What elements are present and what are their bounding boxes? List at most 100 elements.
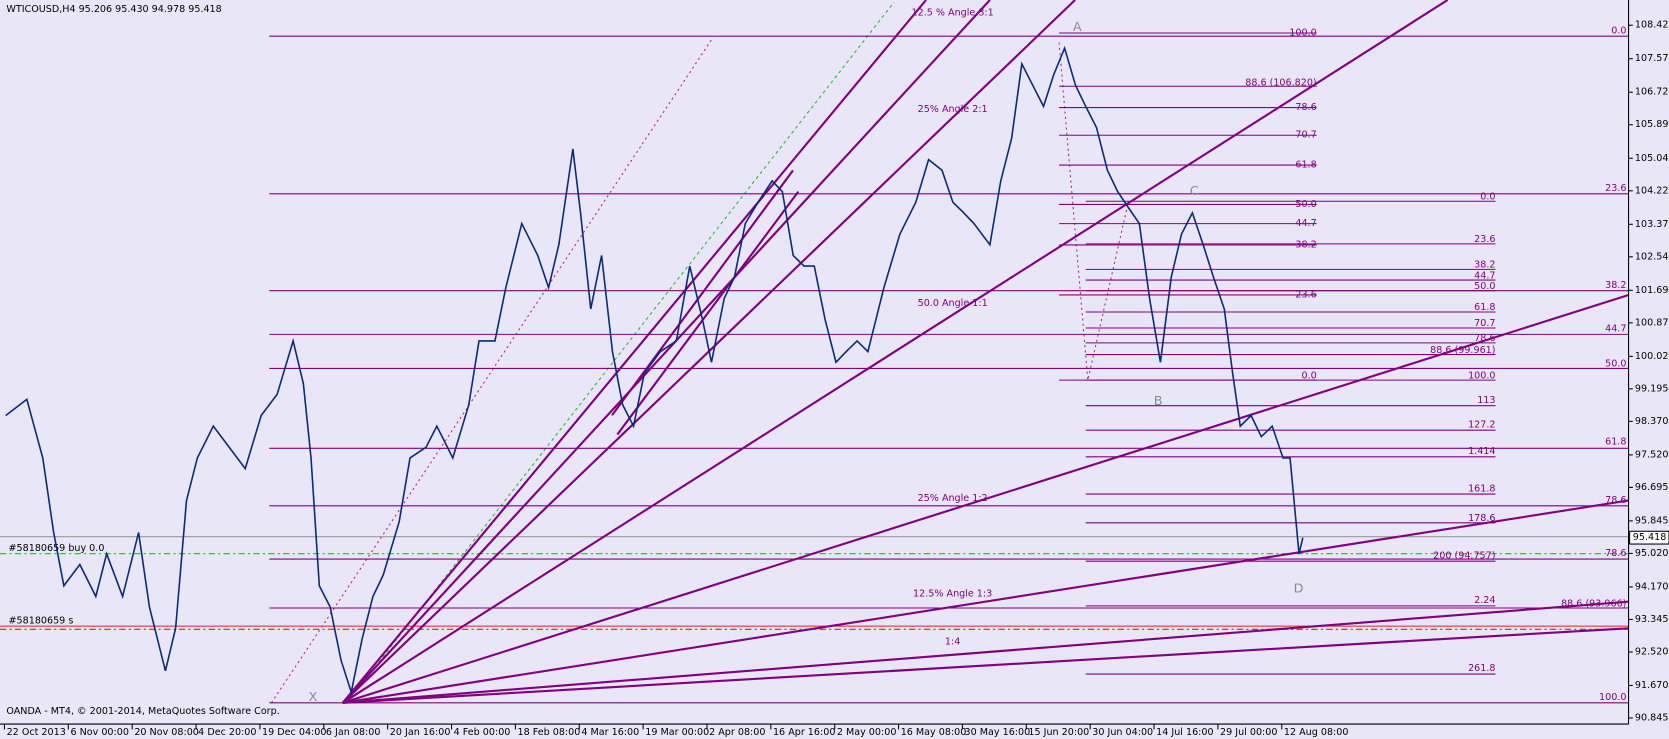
fib-label: 88.6 (99.961) (1430, 345, 1495, 356)
order-label: #58180659 s (9, 615, 74, 626)
x-tick-label: 4 Feb 00:00 (454, 727, 511, 738)
y-tick-label: 102.545 (1635, 251, 1669, 262)
fib-label: 88.6 (106.820) (1245, 78, 1316, 89)
fib-label: 70.7 (1474, 318, 1495, 329)
x-tick-label: 19 Mar 00:00 (645, 727, 709, 738)
fib-label: 0.0 (1611, 25, 1626, 36)
fib-label: 70.7 (1295, 130, 1316, 141)
y-tick-label: 98.370 (1635, 416, 1669, 427)
fib-label: 61.8 (1605, 436, 1626, 447)
y-tick-label: 101.695 (1635, 285, 1669, 296)
fib-label: 78.6 (1605, 548, 1626, 559)
y-tick-label: 108.420 (1635, 20, 1669, 31)
gann-label: 50.0 Angle 1:1 (918, 298, 988, 309)
fib-label: 161.8 (1468, 483, 1495, 494)
chart-title: WTICOUSD,H4 95.206 95.430 94.978 95.418 (6, 4, 221, 15)
x-tick-label: 15 Jun 20:00 (1028, 727, 1089, 738)
trend-line (350, 1, 895, 698)
x-tick-label: 14 Jul 16:00 (1156, 727, 1213, 738)
fib-label: 23.6 (1295, 289, 1316, 300)
gann-fan (341, 0, 1629, 704)
fib-label: 61.8 (1474, 302, 1495, 313)
x-tick-label: 22 Oct 2013 (7, 727, 66, 738)
x-tick-label: 20 Jan 16:00 (390, 727, 451, 738)
x-tick-label: 16 Apr 16:00 (773, 727, 835, 738)
y-tick-label: 94.170 (1635, 581, 1669, 592)
y-tick-label: 100.870 (1635, 317, 1669, 328)
x-tick-label: 18 Feb 08:00 (518, 727, 581, 738)
wave-label: D (1294, 581, 1304, 596)
fib-label: 61.8 (1295, 160, 1316, 171)
x-tick-label: 29 Jul 00:00 (1220, 727, 1277, 738)
y-tick-label: 97.520 (1635, 449, 1669, 460)
fib-label: 38.2 (1295, 239, 1316, 250)
wave-label: C (1190, 184, 1199, 199)
fib-label: 100.0 (1289, 28, 1316, 39)
fib-label: 44.7 (1295, 218, 1316, 229)
fib-label: 200 (94.757) (1433, 550, 1495, 561)
fib-label: 113 (1477, 395, 1495, 406)
fan-line (342, 0, 1449, 704)
x-tick-label: 30 May 16:00 (965, 727, 1031, 738)
y-tick-label: 99.195 (1635, 383, 1669, 394)
fib-label: 2.24 (1474, 595, 1495, 606)
y-tick-label: 90.845 (1635, 712, 1669, 723)
fib-label: 78.6 (1295, 102, 1316, 113)
channel-line (616, 191, 800, 436)
fan-line (342, 600, 1629, 704)
x-tick-label: 12 Aug 08:00 (1284, 727, 1349, 738)
y-tick-label: 103.370 (1635, 219, 1669, 230)
fib-label: 38.2 (1605, 280, 1626, 291)
fib-label: 50.0 (1295, 199, 1316, 210)
gann-label: 25% Angle 1:2 (918, 493, 988, 504)
fib-label: 44.7 (1605, 324, 1626, 335)
gann-label: 12.5% Angle 1:3 (913, 589, 992, 600)
x-tick-label: 2 Apr 08:00 (709, 727, 765, 738)
y-tick-label: 91.670 (1635, 680, 1669, 691)
fib-label: 44.7 (1474, 270, 1495, 281)
fan-line (342, 627, 1629, 704)
y-tick-label: 92.520 (1635, 646, 1669, 657)
x-tick-label: 4 Mar 16:00 (581, 727, 639, 738)
y-tick-label: 106.720 (1635, 87, 1669, 98)
gann-label: 12.5 % Angle 3:1 (912, 7, 994, 18)
y-tick-label: 100.020 (1635, 351, 1669, 362)
y-tick-label: 93.345 (1635, 614, 1669, 625)
fib-label: 0.0 (1301, 370, 1316, 381)
last-price-box (1629, 530, 1669, 545)
fib-label: 23.6 (1474, 234, 1495, 245)
x-tick-label: 6 Nov 00:00 (70, 727, 128, 738)
y-tick-label: 105.045 (1635, 153, 1669, 164)
trend-line (270, 36, 714, 704)
x-tick-label: 4 Dec 20:00 (198, 727, 256, 738)
y-tick-label: 104.220 (1635, 185, 1669, 196)
fib-label: 78.6 (1474, 333, 1495, 344)
fan-line (342, 293, 1629, 704)
copyright: OANDA - MT4, © 2001-2014, MetaQuotes Sof… (6, 706, 279, 717)
fib-label: 50.0 (1474, 281, 1495, 292)
gann-label: 25% Angle 2:1 (918, 104, 988, 115)
x-tick-label: 2 May 00:00 (837, 727, 897, 738)
gann-label: 1:4 (945, 637, 960, 648)
fan-line (341, 0, 991, 704)
fib-label: 127.2 (1468, 419, 1495, 430)
fib-label: 78.6 (1605, 495, 1626, 506)
y-tick-label: 95.020 (1635, 548, 1669, 559)
x-tick-label: 30 Jun 04:00 (1092, 727, 1153, 738)
x-tick-label: 19 Dec 04:00 (262, 727, 326, 738)
fib-label: 88.6 (93.966) (1561, 598, 1626, 609)
y-tick-label: 96.695 (1635, 482, 1669, 493)
wave-label: X (309, 690, 318, 705)
fib-label: 0.0 (1480, 191, 1495, 202)
fib-label: 50.0 (1605, 359, 1626, 370)
drawings (0, 1, 1629, 704)
fib-label: 23.6 (1605, 183, 1626, 194)
x-tick-label: 16 May 08:00 (901, 727, 967, 738)
y-tick-label: 107.570 (1635, 53, 1669, 64)
y-tick-label: 105.895 (1635, 119, 1669, 130)
fib-label: 1.414 (1468, 446, 1495, 457)
x-tick-label: 20 Nov 08:00 (134, 727, 199, 738)
